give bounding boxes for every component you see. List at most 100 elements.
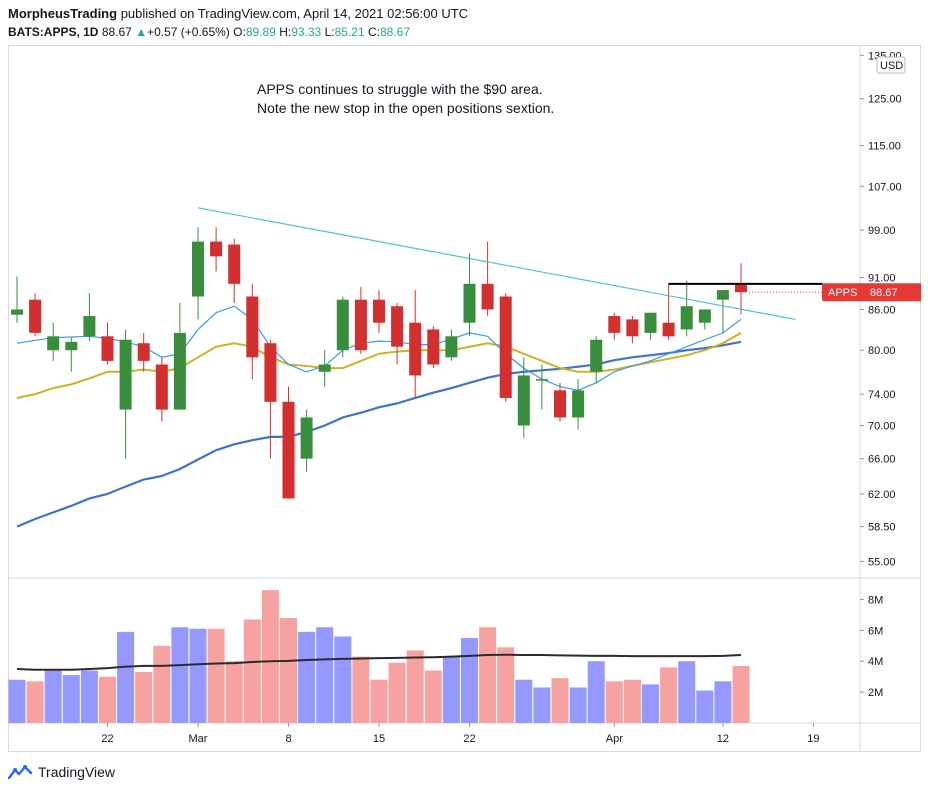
time-tick-label: Mar (189, 733, 208, 745)
volume-bar (298, 631, 316, 723)
volume-ma-line (16, 653, 742, 671)
volume-bar (660, 667, 678, 723)
volume-bar (280, 617, 297, 723)
volume-bar (189, 628, 207, 723)
volume-bar (569, 687, 587, 723)
time-tick-label: 19 (807, 733, 819, 745)
candle-body (554, 390, 566, 418)
price-tag-box (822, 283, 922, 302)
price-tick-label: 99.00 (868, 225, 896, 237)
candle-body (680, 306, 693, 330)
low-value: 85.21 (334, 25, 365, 39)
annotation-text[interactable]: APPS continues to struggle with the $90 … (257, 81, 555, 116)
volume-bar (153, 645, 171, 723)
price-tick-label: 74.00 (868, 389, 896, 401)
volume-bar (80, 670, 98, 723)
candle-body (210, 241, 223, 257)
time-tick-label: 8 (285, 733, 291, 745)
volume-bar (714, 681, 732, 723)
price-tag-value: 88.67 (870, 287, 898, 299)
low-label: L: (324, 25, 335, 39)
volume-bar (261, 590, 279, 723)
volume-bar (533, 687, 551, 723)
candle-body (300, 417, 313, 459)
volume-bar (370, 679, 388, 723)
brand-label: TradingView (38, 764, 116, 780)
price-tick-label: 91.00 (868, 273, 896, 285)
price-tick-label: 62.00 (868, 489, 896, 501)
time-tick-label: 12 (717, 733, 729, 745)
volume-tick-label: 8M (868, 594, 883, 606)
time-tick-label: 22 (101, 733, 113, 745)
volume-bar (117, 631, 135, 723)
volume-bar (696, 690, 714, 723)
publish-info: published on TradingView.com, April 14, … (120, 6, 469, 21)
volume-bar (44, 670, 62, 723)
price-tick-label: 86.00 (868, 304, 896, 316)
candle-body (572, 390, 585, 418)
candle-body (318, 364, 331, 372)
chart-frame (8, 45, 921, 752)
tradingview-brand[interactable]: TradingView (8, 764, 115, 780)
volume-bar (388, 662, 406, 723)
candle-body (716, 290, 729, 300)
volume-bar (26, 681, 44, 723)
volume-bar (678, 661, 696, 723)
candle-body (391, 306, 404, 347)
time-tick-label: Apr (606, 733, 623, 745)
candle-body (65, 341, 78, 351)
candle-body (644, 312, 657, 333)
candle-body (608, 316, 621, 333)
symbol-label: BATS:APPS, 1D (8, 25, 99, 39)
candle-body (282, 401, 295, 499)
ma-long-line (16, 340, 742, 528)
price-tick-label: 107.00 (868, 181, 902, 193)
volume-bar (225, 661, 243, 723)
volume-bar (479, 627, 497, 723)
candle-body (11, 309, 23, 315)
candle-body (373, 299, 385, 323)
candle-body (427, 329, 440, 365)
ma-short-line (16, 305, 742, 391)
volume-bar (515, 679, 533, 723)
author-name[interactable]: MorpheusTrading (8, 6, 118, 21)
volume-bar (442, 656, 460, 723)
candle-body (698, 309, 711, 323)
price-tick-label: 55.00 (868, 556, 896, 568)
currency-badge (876, 56, 906, 74)
volume-bar (62, 675, 80, 723)
volume-bar (497, 647, 515, 723)
candle-body (354, 299, 367, 351)
candle-body (228, 244, 241, 284)
candle-body (192, 241, 204, 297)
currency-label: USD (880, 60, 903, 72)
volume-bar (587, 661, 605, 723)
time-tick-label: 22 (463, 733, 475, 745)
volume-bar (352, 656, 370, 723)
volume-bar (8, 679, 26, 723)
volume-bar (334, 636, 352, 723)
volume-bar (171, 627, 189, 723)
up-arrow-icon: ▲ (135, 25, 148, 39)
volume-tick-label: 6M (868, 625, 883, 637)
price-volume-chart[interactable]: 135.00125.00115.00107.0099.0091.0086.008… (8, 45, 922, 755)
price-tick-label: 58.50 (868, 522, 896, 534)
candle-body (246, 296, 259, 358)
trendline (197, 207, 796, 320)
close-label: C: (367, 25, 380, 39)
high-value: 93.33 (291, 25, 322, 39)
chart-area[interactable]: 135.00 125.00 115.00 107.00 99.00 91.00 86.00 8… (8, 45, 922, 755)
candle-body (445, 336, 458, 358)
volume-bar (551, 678, 569, 723)
price-change: +0.57 (+0.65%) (147, 25, 230, 39)
candle-body (29, 299, 42, 333)
volume-bar (243, 619, 261, 723)
volume-bar (207, 628, 225, 723)
volume-bar (642, 684, 659, 723)
candle-body (264, 343, 277, 402)
volume-bar (461, 638, 478, 723)
candle-body (47, 336, 60, 351)
candle-body (662, 322, 675, 337)
price-tick-label: 80.00 (868, 345, 896, 357)
candle-body (517, 375, 530, 426)
